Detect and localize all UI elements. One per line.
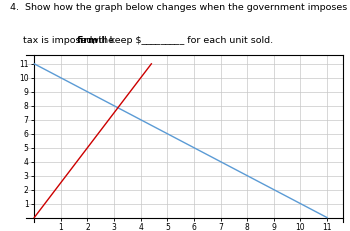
Text: tax is imposed, the: tax is imposed, the	[23, 36, 117, 45]
Text: firm: firm	[77, 36, 99, 45]
Text: 4.  Show how the graph below changes when the government imposes a $6 excise tax: 4. Show how the graph below changes when…	[10, 3, 350, 12]
Text: will keep $_________ for each unit sold.: will keep $_________ for each unit sold.	[88, 36, 273, 45]
